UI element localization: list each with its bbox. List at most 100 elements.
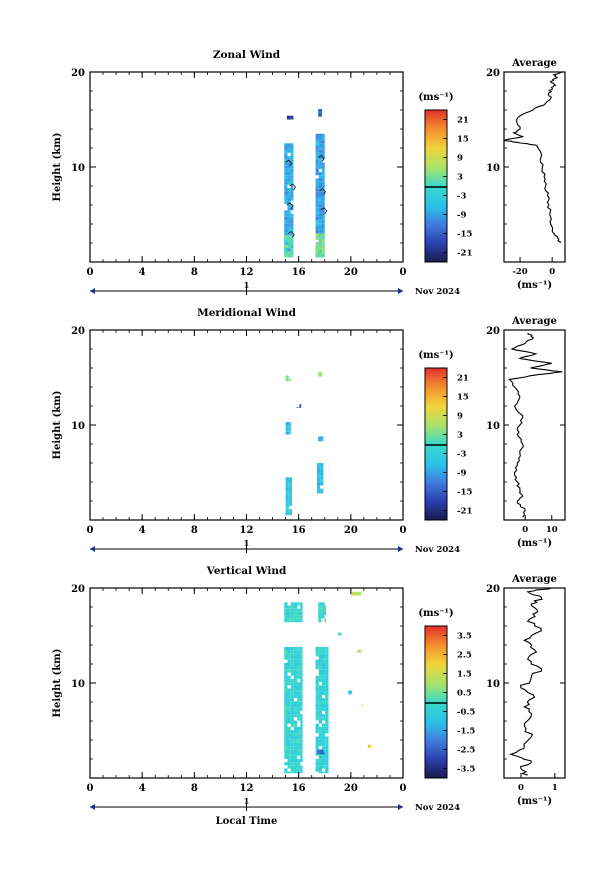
data-cell bbox=[325, 688, 329, 692]
data-cell bbox=[297, 694, 301, 699]
data-cell bbox=[287, 726, 291, 731]
profile-y-tick-label: 20 bbox=[486, 68, 500, 79]
data-cell bbox=[316, 749, 321, 753]
data-cell bbox=[325, 723, 329, 727]
data-cell bbox=[284, 726, 288, 731]
data-cell bbox=[297, 618, 301, 622]
data-cell bbox=[290, 605, 294, 609]
data-cell bbox=[321, 608, 325, 612]
data-block bbox=[315, 646, 329, 774]
data-cell bbox=[287, 165, 291, 169]
data-cell bbox=[318, 755, 322, 759]
data-cell bbox=[315, 172, 319, 176]
data-cell bbox=[315, 675, 319, 679]
data-cell bbox=[290, 691, 294, 695]
data-cell bbox=[322, 662, 326, 667]
data-cell bbox=[315, 143, 319, 147]
data-cell bbox=[315, 691, 319, 695]
plot-frame bbox=[89, 587, 404, 779]
data-cell bbox=[284, 720, 288, 724]
data-cell bbox=[293, 736, 298, 740]
data-cell bbox=[287, 675, 291, 679]
data-cell bbox=[315, 226, 319, 230]
data-cell bbox=[297, 762, 301, 766]
data-cell bbox=[325, 714, 329, 718]
data-cell bbox=[318, 184, 322, 189]
data-cell bbox=[290, 608, 294, 612]
data-cell bbox=[320, 479, 324, 483]
data-cell bbox=[316, 752, 321, 755]
data-cell bbox=[300, 717, 303, 721]
data-cell bbox=[318, 252, 322, 256]
data-cell bbox=[318, 675, 322, 679]
data-cell bbox=[318, 229, 322, 233]
data-cell bbox=[290, 162, 294, 166]
data-cell bbox=[321, 605, 325, 609]
data-cell bbox=[284, 653, 288, 657]
data-cell bbox=[315, 233, 319, 237]
data-cell bbox=[293, 714, 298, 718]
data-cell bbox=[290, 238, 294, 242]
data-cell bbox=[287, 615, 291, 619]
data-cell bbox=[318, 181, 322, 185]
profile-line bbox=[503, 71, 563, 243]
data-cell bbox=[318, 223, 322, 227]
colorbar-tick-label: -15 bbox=[457, 230, 472, 240]
data-cell bbox=[293, 646, 298, 651]
data-cell bbox=[290, 245, 294, 249]
data-cell bbox=[318, 191, 322, 195]
data-cell bbox=[322, 191, 325, 195]
data-cell bbox=[290, 742, 294, 747]
data-cell bbox=[300, 650, 303, 654]
data-cell bbox=[290, 156, 294, 160]
data-cell bbox=[318, 165, 322, 169]
x-tick-label: 12 bbox=[240, 525, 254, 536]
profile-x-tick-label: 0 bbox=[518, 783, 524, 793]
data-cell bbox=[290, 254, 294, 258]
data-cell bbox=[287, 143, 291, 147]
data-cell bbox=[290, 602, 294, 606]
colorbar-tick-label: -3.5 bbox=[457, 765, 475, 775]
data-cell bbox=[325, 659, 329, 663]
data-cell bbox=[284, 714, 288, 718]
data-cell bbox=[318, 685, 322, 689]
data-cell bbox=[318, 605, 322, 609]
data-cell bbox=[315, 236, 319, 240]
data-cell bbox=[287, 742, 291, 747]
data-cell bbox=[297, 726, 301, 731]
data-cell bbox=[321, 615, 325, 619]
data-cell bbox=[297, 602, 301, 606]
data-cell bbox=[297, 714, 301, 718]
data-cell bbox=[318, 742, 322, 747]
data-blocks bbox=[285, 371, 324, 516]
profile-title: Average bbox=[511, 574, 557, 585]
data-cell bbox=[318, 714, 322, 718]
data-cell bbox=[325, 656, 329, 660]
data-cell bbox=[284, 762, 288, 766]
data-cell bbox=[318, 650, 322, 654]
data-cell bbox=[325, 720, 329, 724]
data-cell bbox=[320, 469, 324, 473]
colorbar bbox=[424, 109, 448, 263]
data-cell bbox=[322, 749, 326, 753]
data-cell bbox=[293, 653, 298, 657]
colorbar bbox=[424, 367, 448, 521]
data-cell bbox=[290, 730, 294, 734]
data-cell bbox=[293, 726, 298, 731]
data-cell bbox=[315, 765, 319, 769]
data-cell bbox=[297, 730, 301, 734]
data-cell bbox=[318, 226, 322, 230]
data-cell bbox=[285, 506, 289, 510]
data-cell bbox=[300, 736, 303, 740]
colorbar-tick-label: 9 bbox=[457, 412, 463, 422]
data-cell bbox=[287, 238, 291, 242]
data-cell bbox=[290, 178, 294, 182]
data-cell bbox=[322, 704, 326, 708]
data-cell bbox=[300, 688, 303, 692]
data-cell bbox=[321, 115, 323, 117]
contour-line bbox=[320, 207, 328, 214]
data-cell bbox=[324, 618, 326, 622]
data-cell bbox=[324, 621, 326, 623]
data-cell bbox=[318, 200, 322, 205]
data-cell bbox=[300, 662, 303, 667]
